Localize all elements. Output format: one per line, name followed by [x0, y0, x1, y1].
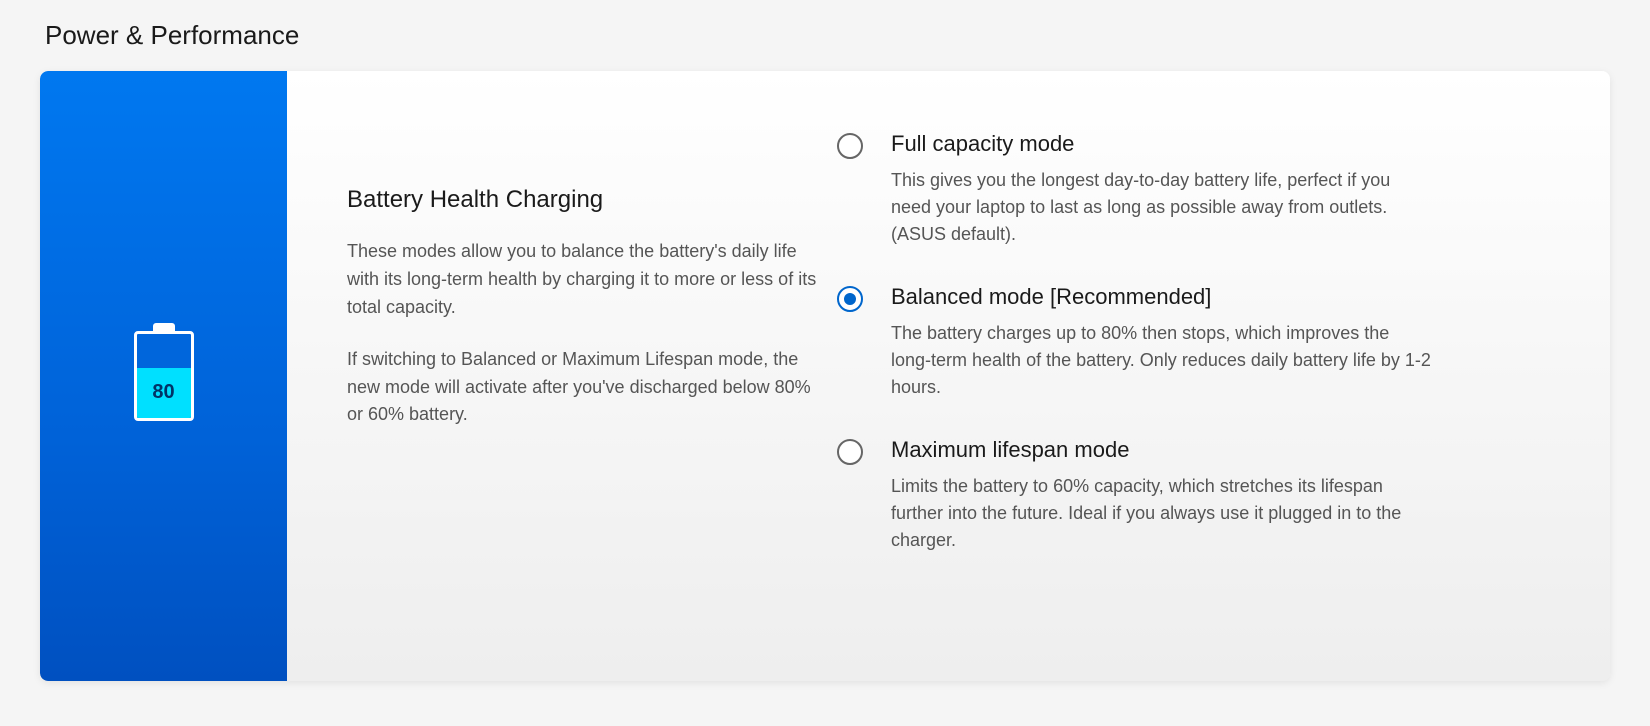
feature-title: Battery Health Charging — [347, 186, 817, 214]
option-description: The battery charges up to 80% then stops… — [891, 320, 1431, 401]
option-balanced[interactable]: Balanced mode [Recommended] The battery … — [837, 284, 1560, 401]
option-content: Maximum lifespan mode Limits the battery… — [891, 437, 1560, 554]
battery-level-text: 80 — [152, 381, 174, 404]
radio-maximum-lifespan[interactable] — [837, 439, 863, 465]
option-description: Limits the battery to 60% capacity, whic… — [891, 473, 1431, 554]
content-area: Battery Health Charging These modes allo… — [287, 71, 1610, 681]
option-content: Balanced mode [Recommended] The battery … — [891, 284, 1560, 401]
option-title: Maximum lifespan mode — [891, 437, 1560, 463]
option-maximum-lifespan[interactable]: Maximum lifespan mode Limits the battery… — [837, 437, 1560, 554]
option-full-capacity[interactable]: Full capacity mode This gives you the lo… — [837, 131, 1560, 248]
description-column: Battery Health Charging These modes allo… — [347, 131, 817, 641]
battery-fill-icon: 80 — [137, 368, 191, 418]
option-description: This gives you the longest day-to-day ba… — [891, 167, 1431, 248]
option-title: Full capacity mode — [891, 131, 1560, 157]
settings-card: 80 Battery Health Charging These modes a… — [40, 71, 1610, 681]
options-column: Full capacity mode This gives you the lo… — [817, 131, 1560, 641]
battery-tip-icon — [153, 323, 175, 331]
radio-balanced[interactable] — [837, 286, 863, 312]
radio-full-capacity[interactable] — [837, 133, 863, 159]
card-sidebar: 80 — [40, 71, 287, 681]
feature-description-1: These modes allow you to balance the bat… — [347, 238, 817, 322]
feature-description-2: If switching to Balanced or Maximum Life… — [347, 346, 817, 430]
option-content: Full capacity mode This gives you the lo… — [891, 131, 1560, 248]
option-title: Balanced mode [Recommended] — [891, 284, 1560, 310]
radio-inner-dot-icon — [844, 293, 856, 305]
section-title: Power & Performance — [45, 20, 1610, 51]
battery-icon: 80 — [134, 331, 194, 421]
